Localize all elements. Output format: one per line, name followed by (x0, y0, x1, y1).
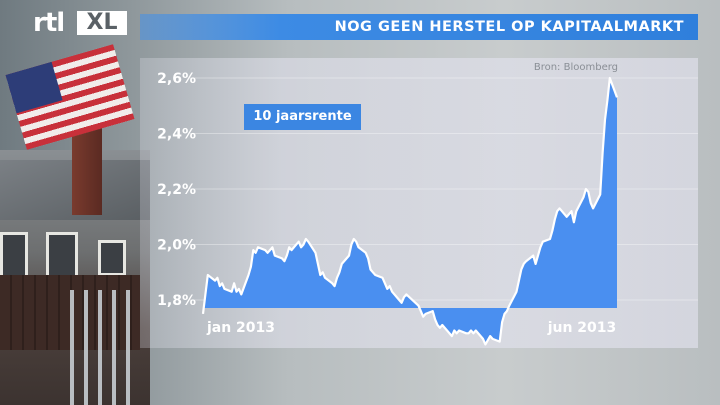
y-axis-ticks: 1,8% 2,0% 2,2% 2,4% 2,6% (157, 71, 196, 309)
legend-label: 10 jaarsrente (244, 104, 361, 130)
y-tick-label: 2,6% (157, 71, 196, 87)
logo-rtl: rtl (33, 8, 65, 38)
y-tick-label: 2,2% (157, 182, 196, 198)
background-porch-railing (70, 290, 140, 405)
series-line (201, 76, 619, 346)
x-tick-label: jan 2013 (206, 320, 275, 336)
background-window (98, 240, 126, 276)
series-area (203, 78, 617, 345)
title-bar: NOG GEEN HERSTEL OP KAPITAALMARKT (140, 14, 698, 40)
legend-text: 10 jaarsrente (253, 109, 352, 124)
x-axis-ticks: jan 2013 jun 2013 (206, 320, 616, 336)
y-tick-label: 1,8% (157, 293, 196, 309)
x-tick-label: jun 2013 (547, 320, 617, 336)
source-label: Bron: Bloomberg (534, 62, 618, 73)
background-window (46, 232, 78, 278)
channel-logo: rtl XL (33, 8, 143, 38)
y-tick-label: 2,0% (157, 238, 196, 254)
chart-title: NOG GEEN HERSTEL OP KAPITAALMARKT (334, 19, 684, 35)
logo-xl: XL (77, 11, 127, 35)
y-tick-label: 2,4% (157, 127, 196, 143)
